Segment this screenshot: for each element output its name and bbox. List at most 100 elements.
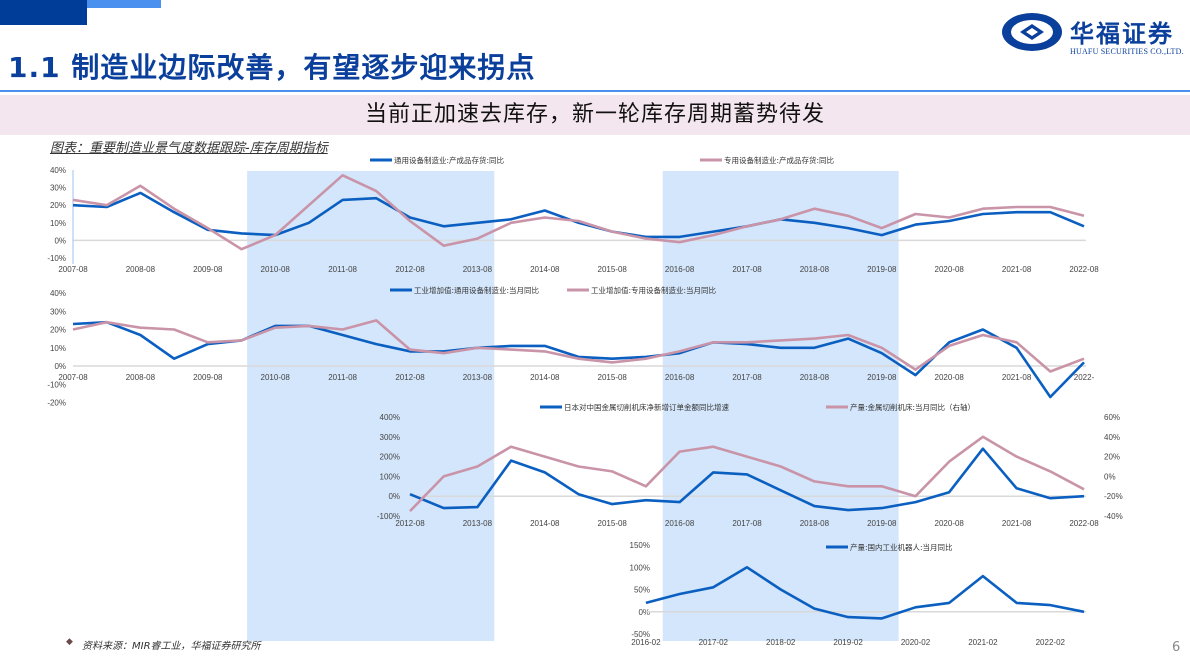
x-tick-label: 2017-02	[699, 638, 729, 647]
huafu-logo-icon	[1002, 13, 1062, 51]
series-line-1	[645, 565, 1085, 620]
x-tick-label: 2016-08	[665, 519, 695, 528]
y-tick-label: 0%	[54, 236, 66, 245]
chart-3: 400% 300% 200% 100% 0% -100% 60% 40% 20% 0% -20% -4…	[377, 402, 1123, 528]
x-tick-label: 2020-08	[935, 265, 965, 274]
bullet-diamond-icon: ◆	[66, 637, 73, 647]
chart-caption: 图表：重要制造业景气度数据跟踪-库存周期指标	[50, 141, 328, 156]
x-tick-label: 2012-08	[395, 373, 425, 382]
y-right-tick-label: 40%	[1104, 433, 1120, 442]
x-tick-label: 2021-08	[1002, 373, 1032, 382]
banner-text: 当前正加速去库存，新一轮库存周期蓄势待发	[364, 102, 825, 127]
legend-label: 工业增加值:通用设备制造业:当月同比	[414, 285, 540, 295]
y-tick-label: -50%	[631, 630, 650, 639]
x-tick-label: 2011-08	[328, 373, 357, 382]
y-tick-label: 400%	[380, 413, 400, 422]
x-tick-label: 2022-08	[1069, 519, 1099, 528]
shaded-periods	[247, 171, 899, 641]
chart-1: 40% 30% 20% 10% 0% -10% 2007-08 2008-08 2009-08 2…	[47, 155, 1099, 274]
headline-banner: 当前正加速去库存，新一轮库存周期蓄势待发	[0, 95, 1190, 135]
y-tick-label: 10%	[50, 344, 66, 353]
y-tick-label: 10%	[50, 219, 66, 228]
x-tick-label: 2017-08	[732, 373, 762, 382]
logo-text-cn: 华福证券	[1070, 19, 1174, 48]
x-tick-label: 2020-08	[935, 519, 965, 528]
x-tick-label: 2020-08	[935, 373, 965, 382]
x-tick-label: 2016-02	[631, 638, 661, 647]
series-line-1	[72, 191, 1085, 239]
y-tick-label: 100%	[380, 472, 400, 481]
y-right-tick-label: -40%	[1104, 512, 1123, 521]
x-tick-label: 2016-08	[665, 373, 695, 382]
header-divider	[0, 90, 1190, 92]
x-tick-label: 2021-08	[1002, 519, 1032, 528]
y-tick-label: 30%	[50, 307, 66, 316]
chart-4: 150% 100% 50% 0% -50%2016-02 2017-02 2018-02 20…	[630, 541, 1086, 647]
y-tick-label: 40%	[50, 166, 66, 175]
top-accent-bar-light	[87, 0, 161, 8]
x-tick-label: 2019-02	[833, 638, 863, 647]
x-tick-label: 2013-08	[463, 519, 493, 528]
legend-label: 专用设备制造业:产成品存货:同比	[724, 155, 835, 165]
x-tick-label: 2018-08	[800, 265, 830, 274]
top-accent-bar	[0, 0, 87, 25]
x-tick-label: 2019-08	[867, 519, 897, 528]
series-line-1	[409, 447, 1085, 512]
legend-label: 工业增加值:专用设备制造业:当月同比	[591, 285, 717, 295]
chart-2: 40% 30% 20% 10% 0% -10% -20% 2007-08 2008-08 2009…	[47, 285, 1094, 408]
source-note: 资料来源：MIR睿工业，华福证券研究所	[82, 641, 261, 652]
x-tick-label: 2007-08	[58, 265, 88, 274]
legend-label: 通用设备制造业:产成品存货:同比	[394, 155, 505, 165]
x-tick-label: 2022-	[1074, 373, 1095, 382]
y-tick-label: 100%	[630, 563, 650, 572]
x-tick-label: 2015-08	[598, 519, 628, 528]
shaded-period-2	[662, 171, 899, 641]
x-tick-label: 2018-08	[800, 519, 830, 528]
x-tick-label: 2015-08	[598, 265, 628, 274]
y-tick-label: 30%	[50, 184, 66, 193]
series-line-2	[72, 174, 1085, 251]
y-tick-label: 200%	[380, 453, 400, 462]
legend-label: 产量:金属切削机床:当月同比（右轴）	[850, 402, 975, 412]
y-tick-label: 40%	[50, 289, 66, 298]
legend-label: 产量:国内工业机器人:当月同比	[850, 542, 953, 552]
page-number: 6	[1172, 640, 1181, 655]
x-tick-label: 2013-08	[463, 265, 493, 274]
y-tick-label: -10%	[47, 254, 66, 263]
x-tick-label: 2007-08	[58, 373, 88, 382]
shaded-period-1	[247, 171, 495, 641]
y-tick-label: 20%	[50, 201, 66, 210]
series-line-2	[409, 435, 1085, 513]
x-tick-label: 2012-08	[395, 519, 425, 528]
legend-label: 日本对中国金属切削机床净新增订单金额同比增速	[564, 402, 729, 412]
y-right-tick-label: 60%	[1104, 413, 1120, 422]
company-logo: 华福证券 HUAFU SECURITIES CO.,LTD.	[1000, 10, 1185, 58]
x-tick-label: 2013-08	[463, 373, 493, 382]
x-tick-label: 2010-08	[261, 373, 291, 382]
y-tick-label: -100%	[377, 512, 400, 521]
y-tick-label: -20%	[47, 399, 66, 408]
y-tick-label: 20%	[50, 326, 66, 335]
y-right-tick-label: 20%	[1104, 453, 1120, 462]
y-right-tick-label: 0%	[1104, 472, 1116, 481]
x-tick-label: 2022-08	[1069, 265, 1099, 274]
y-tick-label: 50%	[634, 586, 650, 595]
series-line-2	[72, 319, 1085, 373]
y-tick-label: 0%	[54, 362, 66, 371]
x-tick-label: 2008-08	[126, 265, 156, 274]
y-right-tick-label: -20%	[1104, 492, 1123, 501]
x-tick-label: 2015-08	[598, 373, 628, 382]
x-tick-label: 2014-08	[530, 373, 560, 382]
x-tick-label: 2011-08	[328, 265, 357, 274]
x-tick-label: 2014-08	[530, 265, 560, 274]
x-tick-label: 2008-08	[126, 373, 156, 382]
x-tick-label: 2019-08	[867, 265, 897, 274]
x-tick-label: 2016-08	[665, 265, 695, 274]
x-tick-label: 2010-08	[261, 265, 291, 274]
y-tick-label: 0%	[638, 608, 650, 617]
x-tick-label: 2018-08	[800, 373, 830, 382]
x-tick-label: 2022-02	[1036, 638, 1066, 647]
page-title: 1.1 制造业边际改善，有望逐步迎来拐点	[8, 51, 536, 84]
x-tick-label: 2020-02	[901, 638, 931, 647]
